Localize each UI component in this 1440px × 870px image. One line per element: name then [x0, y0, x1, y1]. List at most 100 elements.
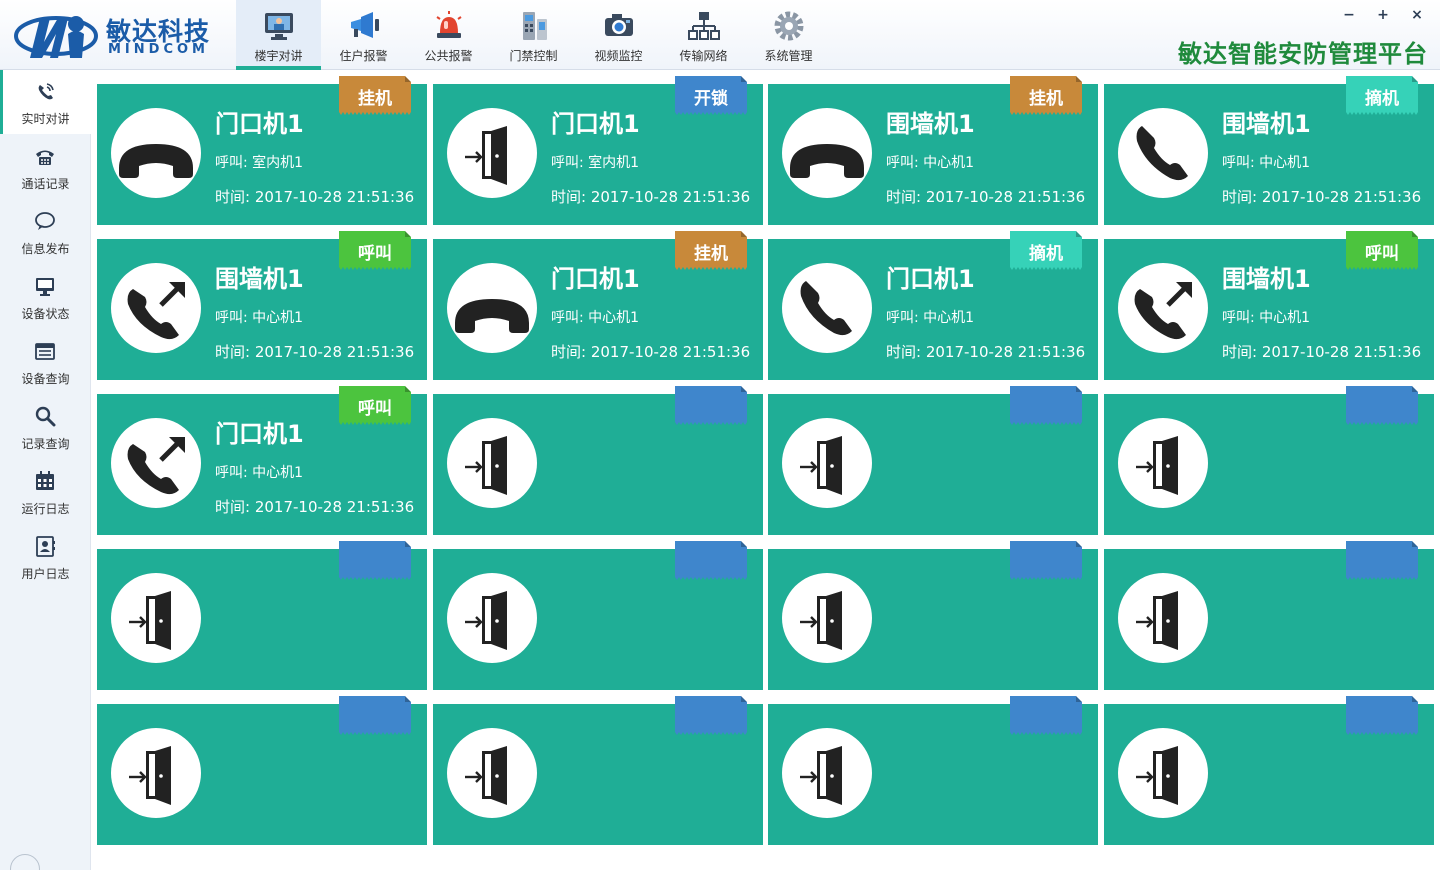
intercom-card[interactable]: 门口机1 呼叫: 室内机1 时间: 2017-10-28 21:51:36 开锁: [433, 76, 763, 225]
app-header: 敏达科技 MINDCOM 楼宇对讲 住户报警 公共报警 门禁控制 视频监控 传输网络 系统管…: [0, 0, 1440, 70]
intercom-card[interactable]: 门口机1 呼叫: 中心机1 时间: 2017-10-28 21:51:36 挂机: [433, 231, 763, 380]
topnav-item-3[interactable]: 门禁控制: [491, 0, 576, 70]
intercom-card[interactable]: 门口机1 呼叫: 中心机1 时间: 2017-10-28 21:51:36 摘机: [768, 231, 1098, 380]
status-tag-label: 呼叫: [358, 244, 392, 264]
topnav-item-0[interactable]: 楼宇对讲: [236, 0, 321, 70]
sidebar-label: 运行日志: [21, 502, 70, 516]
card-time: 时间: 2017-10-28 21:51:36: [1222, 343, 1422, 361]
brand-logo: 敏达科技 MINDCOM: [14, 8, 224, 64]
megaphone-icon: [347, 9, 381, 43]
sidebar-item-3[interactable]: 设备状态: [0, 265, 91, 329]
card-title: 围墙机1: [1222, 110, 1311, 138]
topnav-item-2[interactable]: 公共报警: [406, 0, 491, 70]
sidebar-item-1[interactable]: 通话记录: [0, 135, 91, 199]
topnav-label: 传输网络: [679, 49, 728, 63]
sidebar-item-7[interactable]: 用户日志: [0, 525, 91, 589]
intercom-card[interactable]: [768, 386, 1098, 535]
window-controls: − + ×: [1340, 6, 1426, 24]
status-tag: [339, 696, 411, 736]
intercom-card[interactable]: 门口机1 呼叫: 室内机1 时间: 2017-10-28 21:51:36 挂机: [97, 76, 427, 225]
status-tag-label: 挂机: [358, 89, 392, 109]
intercom-card[interactable]: [768, 696, 1098, 845]
intercom-card[interactable]: 围墙机1 呼叫: 中心机1 时间: 2017-10-28 21:51:36 摘机: [1104, 76, 1434, 225]
card-title: 门口机1: [215, 110, 304, 138]
status-tag: [1346, 386, 1418, 426]
status-tag: [1010, 696, 1082, 736]
topnav-item-1[interactable]: 住户报警: [321, 0, 406, 70]
top-navigation: 楼宇对讲 住户报警 公共报警 门禁控制 视频监控 传输网络 系统管理: [236, 0, 831, 70]
intercom-card[interactable]: 围墙机1 呼叫: 中心机1 时间: 2017-10-28 21:51:36 挂机: [768, 76, 1098, 225]
intercom-card[interactable]: [433, 541, 763, 690]
outgoing-call-icon: [1118, 263, 1208, 353]
close-button[interactable]: ×: [1411, 7, 1423, 23]
sidebar-item-6[interactable]: 运行日志: [0, 460, 91, 524]
card-title: 门口机1: [551, 110, 640, 138]
sidebar-label: 设备查询: [21, 372, 70, 386]
card-time: 时间: 2017-10-28 21:51:36: [215, 343, 415, 361]
door-exit-icon: [111, 728, 201, 818]
minimize-button[interactable]: −: [1343, 7, 1355, 23]
phone-handset-icon: [782, 263, 872, 353]
sidebar-item-4[interactable]: 设备查询: [0, 330, 91, 394]
status-tag: [339, 541, 411, 581]
intercom-card[interactable]: 围墙机1 呼叫: 中心机1 时间: 2017-10-28 21:51:36 呼叫: [1104, 231, 1434, 380]
maximize-button[interactable]: +: [1377, 7, 1389, 23]
topnav-item-5[interactable]: 传输网络: [661, 0, 746, 70]
card-time: 时间: 2017-10-28 21:51:36: [1222, 188, 1422, 206]
card-title: 门口机1: [215, 420, 304, 448]
door-exit-icon: [782, 728, 872, 818]
door-exit-icon: [111, 573, 201, 663]
status-tag: [1010, 386, 1082, 426]
status-tag: 呼叫: [339, 231, 411, 271]
status-tag: [1346, 541, 1418, 581]
intercom-card[interactable]: [768, 541, 1098, 690]
status-tag: 摘机: [1010, 231, 1082, 271]
door-exit-icon: [1118, 418, 1208, 508]
card-caller: 呼叫: 中心机1: [1222, 310, 1311, 326]
door-exit-icon: [447, 418, 537, 508]
card-title: 围墙机1: [1222, 265, 1311, 293]
sidebar: 实时对讲 通话记录信息发布设备状态设备查询记录查询运行日志用户日志: [0, 70, 91, 870]
intercom-card[interactable]: [1104, 541, 1434, 690]
intercom-card[interactable]: 围墙机1 呼叫: 中心机1 时间: 2017-10-28 21:51:36 呼叫: [97, 231, 427, 380]
status-tag-label: 呼叫: [1365, 244, 1399, 264]
platform-title: 敏达智能安防管理平台: [1178, 40, 1428, 68]
sidebar-label: 记录查询: [21, 437, 70, 451]
sidebar-item-5[interactable]: 记录查询: [0, 395, 91, 459]
intercom-card[interactable]: [433, 696, 763, 845]
card-title: 门口机1: [551, 265, 640, 293]
status-tag: 呼叫: [1346, 231, 1418, 271]
sidebar-bottom-circle: [10, 854, 40, 870]
intercom-card[interactable]: [433, 386, 763, 535]
status-tag: 开锁: [675, 76, 747, 116]
intercom-card[interactable]: [97, 541, 427, 690]
intercom-card[interactable]: 门口机1 呼叫: 中心机1 时间: 2017-10-28 21:51:36 呼叫: [97, 386, 427, 535]
intercom-card[interactable]: [1104, 696, 1434, 845]
status-tag: 挂机: [675, 231, 747, 271]
card-caller: 呼叫: 中心机1: [551, 310, 640, 326]
door-exit-icon: [782, 573, 872, 663]
card-time: 时间: 2017-10-28 21:51:36: [886, 343, 1086, 361]
topnav-item-6[interactable]: 系统管理: [746, 0, 831, 70]
intercom-card[interactable]: [1104, 386, 1434, 535]
intercom-monitor-icon: [262, 9, 296, 43]
sidebar-item-2[interactable]: 信息发布: [0, 200, 91, 264]
topnav-label: 视频监控: [594, 49, 643, 63]
intercom-card[interactable]: [97, 696, 427, 845]
phone-handset-icon: [1118, 108, 1208, 198]
sidebar-item-0[interactable]: 实时对讲: [0, 70, 91, 134]
topnav-item-4[interactable]: 视频监控: [576, 0, 661, 70]
card-time: 时间: 2017-10-28 21:51:36: [215, 498, 415, 516]
brand-name-en: MINDCOM: [108, 42, 209, 57]
user-card-icon: [34, 535, 56, 557]
camera-icon: [602, 9, 636, 43]
telephone-icon: [34, 145, 56, 167]
sidebar-label: 信息发布: [21, 242, 70, 256]
card-caller: 呼叫: 室内机1: [215, 155, 304, 171]
topnav-label: 系统管理: [764, 49, 813, 63]
card-title: 围墙机1: [215, 265, 304, 293]
sidebar-label: 用户日志: [21, 567, 70, 581]
status-tag-label: 摘机: [1029, 244, 1063, 264]
calendar-icon: [34, 470, 56, 492]
status-tag: 挂机: [339, 76, 411, 116]
